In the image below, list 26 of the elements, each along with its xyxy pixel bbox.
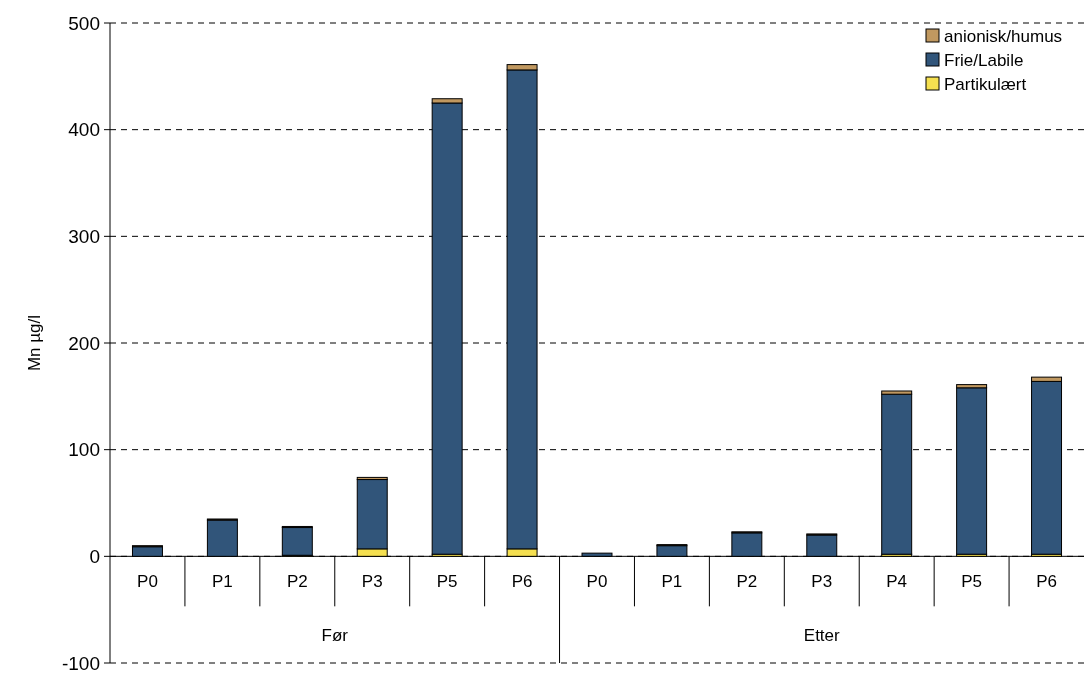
y-axis-title: Mn µg/l (25, 314, 44, 372)
y-tick-label: -100 (61, 652, 100, 673)
x-tick-label: P3 (361, 572, 383, 592)
x-tick-label: P3 (811, 572, 833, 592)
legend-label: Frie/Labile (944, 50, 1024, 70)
y-tick-label: 300 (68, 225, 100, 247)
legend-label: Partikulært (944, 74, 1027, 94)
y-tick-label: 400 (68, 119, 100, 141)
x-tick-label: P4 (886, 572, 908, 592)
x-tick-label: P6 (1036, 572, 1057, 592)
x-tick-label: P5 (436, 572, 458, 592)
y-tick-label: 0 (89, 545, 100, 567)
x-tick-label: P6 (511, 572, 533, 592)
x-tick-label: P5 (961, 572, 983, 592)
legend-label: anionisk/humus (944, 26, 1063, 46)
x-tick-label: P1 (661, 572, 683, 592)
y-tick-label: 100 (68, 439, 100, 461)
y-tick-label: 500 (68, 12, 100, 34)
x-tick-label: P1 (211, 572, 233, 592)
x-tick-label: P2 (286, 572, 308, 592)
annotation: Før (321, 625, 349, 645)
y-tick-label: 200 (68, 332, 100, 354)
x-tick-label: P0 (137, 572, 158, 592)
x-tick-label: P2 (736, 572, 758, 592)
annotation: Etter (803, 625, 841, 645)
x-tick-label: P0 (586, 572, 608, 592)
